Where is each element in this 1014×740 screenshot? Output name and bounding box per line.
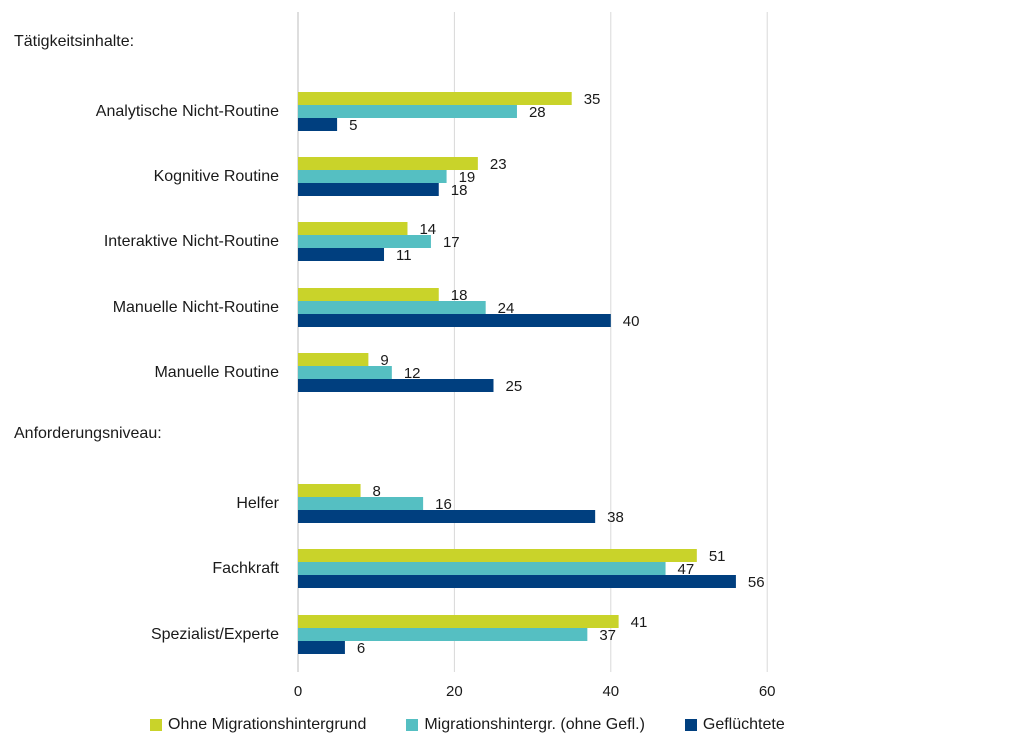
data-label: 5 — [349, 117, 357, 134]
bar — [298, 105, 517, 118]
bar — [298, 562, 666, 575]
bar — [298, 484, 361, 497]
legend-label: Migrationshintergr. (ohne Gefl.) — [424, 716, 645, 733]
data-label: 18 — [451, 287, 468, 304]
data-label: 8 — [373, 483, 381, 500]
bar — [298, 222, 408, 235]
data-label: 35 — [584, 91, 601, 108]
category-label: Manuelle Nicht-Routine — [113, 299, 279, 316]
category-label: Fachkraft — [212, 560, 279, 577]
bar — [298, 248, 385, 261]
legend-item: Geflüchtete — [684, 716, 785, 734]
category-label: Kognitive Routine — [154, 168, 280, 185]
bar — [298, 170, 447, 183]
bar — [298, 366, 392, 379]
x-tick-label-0: 0 — [294, 683, 302, 700]
legend-swatch — [684, 719, 697, 731]
data-label: 41 — [631, 614, 648, 631]
data-label: 17 — [443, 234, 460, 251]
x-axis-ticks: 0 20 40 60 — [294, 683, 776, 700]
bar — [298, 497, 424, 510]
data-label: 11 — [396, 247, 412, 264]
legend-swatch — [406, 719, 419, 731]
data-label: 25 — [506, 378, 523, 395]
category-label: Manuelle Routine — [154, 364, 279, 381]
x-tick-label-60: 60 — [759, 683, 776, 700]
category-label: Analytische Nicht-Routine — [96, 103, 279, 120]
bars — [298, 92, 736, 654]
category-label: Spezialist/Experte — [151, 626, 279, 643]
bar — [298, 628, 588, 641]
data-label: 51 — [709, 548, 726, 565]
x-tick-label-20: 20 — [446, 683, 463, 700]
legend: Ohne Migrationshintergrund Migrationshint… — [150, 716, 825, 734]
legend-swatch — [150, 719, 162, 731]
data-label: 47 — [678, 561, 695, 578]
group-label-0: Tätigkeitsinhalte: — [14, 33, 134, 50]
bar — [298, 575, 736, 588]
data-label: 23 — [490, 156, 507, 173]
bar — [298, 183, 439, 196]
legend-label: Geflüchtete — [702, 716, 785, 733]
bar — [298, 314, 611, 327]
data-label: 6 — [357, 640, 365, 657]
data-label: 24 — [498, 300, 515, 317]
legend-label: Ohne Migrationshintergrund — [168, 716, 367, 733]
data-label: 38 — [607, 509, 624, 526]
bar — [298, 288, 439, 301]
data-label: 28 — [529, 104, 546, 121]
bar — [298, 118, 338, 131]
data-label: 18 — [451, 182, 468, 199]
value-labels: 3528523191814171118244091225816385147564… — [349, 91, 765, 657]
bar — [298, 157, 478, 170]
data-label: 37 — [599, 627, 616, 644]
data-label: 14 — [419, 221, 436, 238]
data-label: 12 — [404, 365, 421, 382]
bar — [298, 615, 619, 628]
data-label: 9 — [380, 352, 388, 369]
bar — [298, 641, 345, 654]
category-labels: Analytische Nicht-Routine Kognitive Routi… — [96, 103, 280, 643]
data-label: 40 — [623, 313, 640, 330]
bar — [298, 549, 697, 562]
legend-item: Migrationshintergr. (ohne Gefl.) — [406, 716, 645, 734]
data-label: 19 — [459, 169, 476, 186]
data-label: 16 — [435, 496, 452, 513]
x-tick-label-40: 40 — [602, 683, 619, 700]
bar — [298, 353, 369, 366]
category-label: Interaktive Nicht-Routine — [104, 233, 279, 250]
bar — [298, 379, 494, 392]
group-label-1: Anforderungsniveau: — [14, 425, 162, 442]
bar — [298, 301, 486, 314]
bar — [298, 92, 572, 105]
category-label: Helfer — [236, 495, 279, 512]
legend-item: Ohne Migrationshintergrund — [150, 716, 366, 734]
bar — [298, 235, 431, 248]
data-label: 56 — [748, 574, 765, 591]
bar — [298, 510, 596, 523]
group-labels: Tätigkeitsinhalte: Anforderungsniveau: — [14, 33, 162, 442]
